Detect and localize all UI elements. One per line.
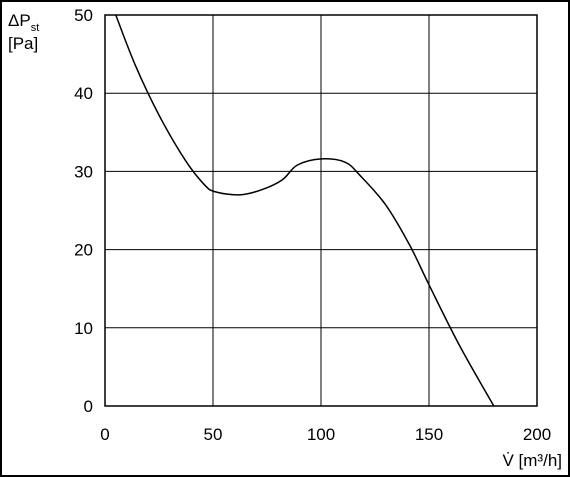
y-tick-label: 40 xyxy=(74,84,93,103)
y-tick-label: 20 xyxy=(74,241,93,260)
x-tick-label: 0 xyxy=(100,425,109,444)
y-tick-label: 30 xyxy=(74,162,93,181)
y-tick-label: 50 xyxy=(74,6,93,25)
y-tick-label: 10 xyxy=(74,319,93,338)
y-tick-label: 0 xyxy=(84,397,93,416)
y-axis-label: ΔPst xyxy=(8,11,39,34)
x-axis-label: V̇ [m³/h] xyxy=(502,451,562,470)
x-tick-label: 100 xyxy=(307,425,335,444)
y-axis-subscript: st xyxy=(31,22,40,34)
plot-frame xyxy=(104,14,538,407)
curve xyxy=(115,14,495,407)
y-axis-unit: [Pa] xyxy=(8,34,38,53)
x-tick-label: 200 xyxy=(523,425,551,444)
x-tick-label: 50 xyxy=(204,425,223,444)
x-tick-label: 150 xyxy=(415,425,443,444)
y-axis-symbol: ΔP xyxy=(8,11,31,30)
